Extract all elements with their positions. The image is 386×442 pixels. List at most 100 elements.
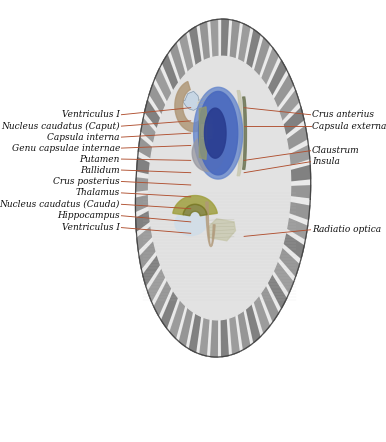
Text: Pallidum: Pallidum <box>80 166 120 175</box>
Polygon shape <box>140 132 153 148</box>
Polygon shape <box>261 285 279 322</box>
Polygon shape <box>149 56 291 320</box>
Polygon shape <box>261 47 278 85</box>
Polygon shape <box>175 81 212 132</box>
Polygon shape <box>194 87 243 179</box>
Polygon shape <box>220 19 229 57</box>
Polygon shape <box>135 191 149 198</box>
Polygon shape <box>147 95 162 119</box>
Polygon shape <box>286 228 305 244</box>
Polygon shape <box>217 19 220 57</box>
Polygon shape <box>290 197 310 205</box>
Polygon shape <box>227 19 232 57</box>
Polygon shape <box>291 179 311 185</box>
Polygon shape <box>203 116 212 126</box>
Polygon shape <box>183 204 207 216</box>
Polygon shape <box>153 79 167 106</box>
Polygon shape <box>142 252 157 275</box>
Polygon shape <box>159 64 173 95</box>
Polygon shape <box>186 312 196 349</box>
Polygon shape <box>188 27 201 66</box>
Polygon shape <box>251 34 263 70</box>
Polygon shape <box>235 22 242 60</box>
Polygon shape <box>144 100 160 130</box>
Polygon shape <box>136 172 149 179</box>
Polygon shape <box>244 309 254 345</box>
Polygon shape <box>149 84 165 115</box>
Polygon shape <box>135 207 149 218</box>
Polygon shape <box>176 306 188 342</box>
Text: Putamen: Putamen <box>80 155 120 164</box>
Polygon shape <box>288 213 308 225</box>
Polygon shape <box>139 241 156 270</box>
Polygon shape <box>286 217 308 239</box>
Polygon shape <box>207 21 212 58</box>
Polygon shape <box>152 278 168 307</box>
Polygon shape <box>143 114 157 133</box>
Polygon shape <box>159 289 174 320</box>
Polygon shape <box>192 134 224 171</box>
Polygon shape <box>277 84 295 111</box>
Polygon shape <box>290 158 310 169</box>
Text: Claustrum: Claustrum <box>312 146 360 155</box>
Polygon shape <box>135 195 149 213</box>
Text: Thalamus: Thalamus <box>76 188 120 198</box>
Polygon shape <box>237 91 242 175</box>
Polygon shape <box>279 247 300 276</box>
Polygon shape <box>272 69 288 99</box>
Polygon shape <box>252 301 264 336</box>
Polygon shape <box>206 202 215 247</box>
Polygon shape <box>283 232 305 258</box>
Polygon shape <box>272 270 289 297</box>
Text: Capsula externa: Capsula externa <box>312 122 386 131</box>
Polygon shape <box>175 211 207 236</box>
Polygon shape <box>208 319 213 357</box>
Polygon shape <box>221 319 230 357</box>
Polygon shape <box>289 144 310 165</box>
Polygon shape <box>238 310 251 350</box>
Text: Hippocampus: Hippocampus <box>58 211 120 220</box>
Polygon shape <box>162 55 178 91</box>
Polygon shape <box>283 107 304 135</box>
Polygon shape <box>229 20 239 59</box>
Polygon shape <box>167 51 180 84</box>
Polygon shape <box>186 31 195 68</box>
Text: Radiatio optica: Radiatio optica <box>312 225 381 234</box>
Polygon shape <box>169 43 185 81</box>
Text: Nucleus caudatus (Cauda): Nucleus caudatus (Cauda) <box>0 200 120 209</box>
Polygon shape <box>138 152 151 164</box>
Polygon shape <box>253 37 269 76</box>
Polygon shape <box>141 118 156 144</box>
Polygon shape <box>199 22 209 61</box>
Polygon shape <box>245 29 260 68</box>
Polygon shape <box>237 23 250 62</box>
Polygon shape <box>135 178 149 193</box>
Polygon shape <box>274 260 294 293</box>
Polygon shape <box>243 97 246 169</box>
Polygon shape <box>278 257 296 281</box>
Polygon shape <box>290 164 311 181</box>
Polygon shape <box>143 255 161 287</box>
Polygon shape <box>288 139 308 154</box>
Polygon shape <box>268 273 287 308</box>
Polygon shape <box>137 227 153 252</box>
Polygon shape <box>210 19 218 57</box>
Polygon shape <box>266 56 281 88</box>
Polygon shape <box>200 317 210 356</box>
Text: Nucleus caudatus (Caput): Nucleus caudatus (Caput) <box>2 122 120 131</box>
Polygon shape <box>136 211 151 232</box>
Polygon shape <box>138 138 152 159</box>
Polygon shape <box>137 222 151 238</box>
Text: Genu capsulae internae: Genu capsulae internae <box>12 144 120 152</box>
Polygon shape <box>230 315 240 354</box>
Polygon shape <box>196 25 203 62</box>
Polygon shape <box>183 91 200 110</box>
Polygon shape <box>266 282 281 312</box>
Polygon shape <box>209 219 235 241</box>
Polygon shape <box>179 308 194 347</box>
Polygon shape <box>285 119 305 139</box>
Polygon shape <box>139 237 154 257</box>
Polygon shape <box>205 108 226 158</box>
Polygon shape <box>267 59 286 95</box>
Polygon shape <box>198 100 214 119</box>
